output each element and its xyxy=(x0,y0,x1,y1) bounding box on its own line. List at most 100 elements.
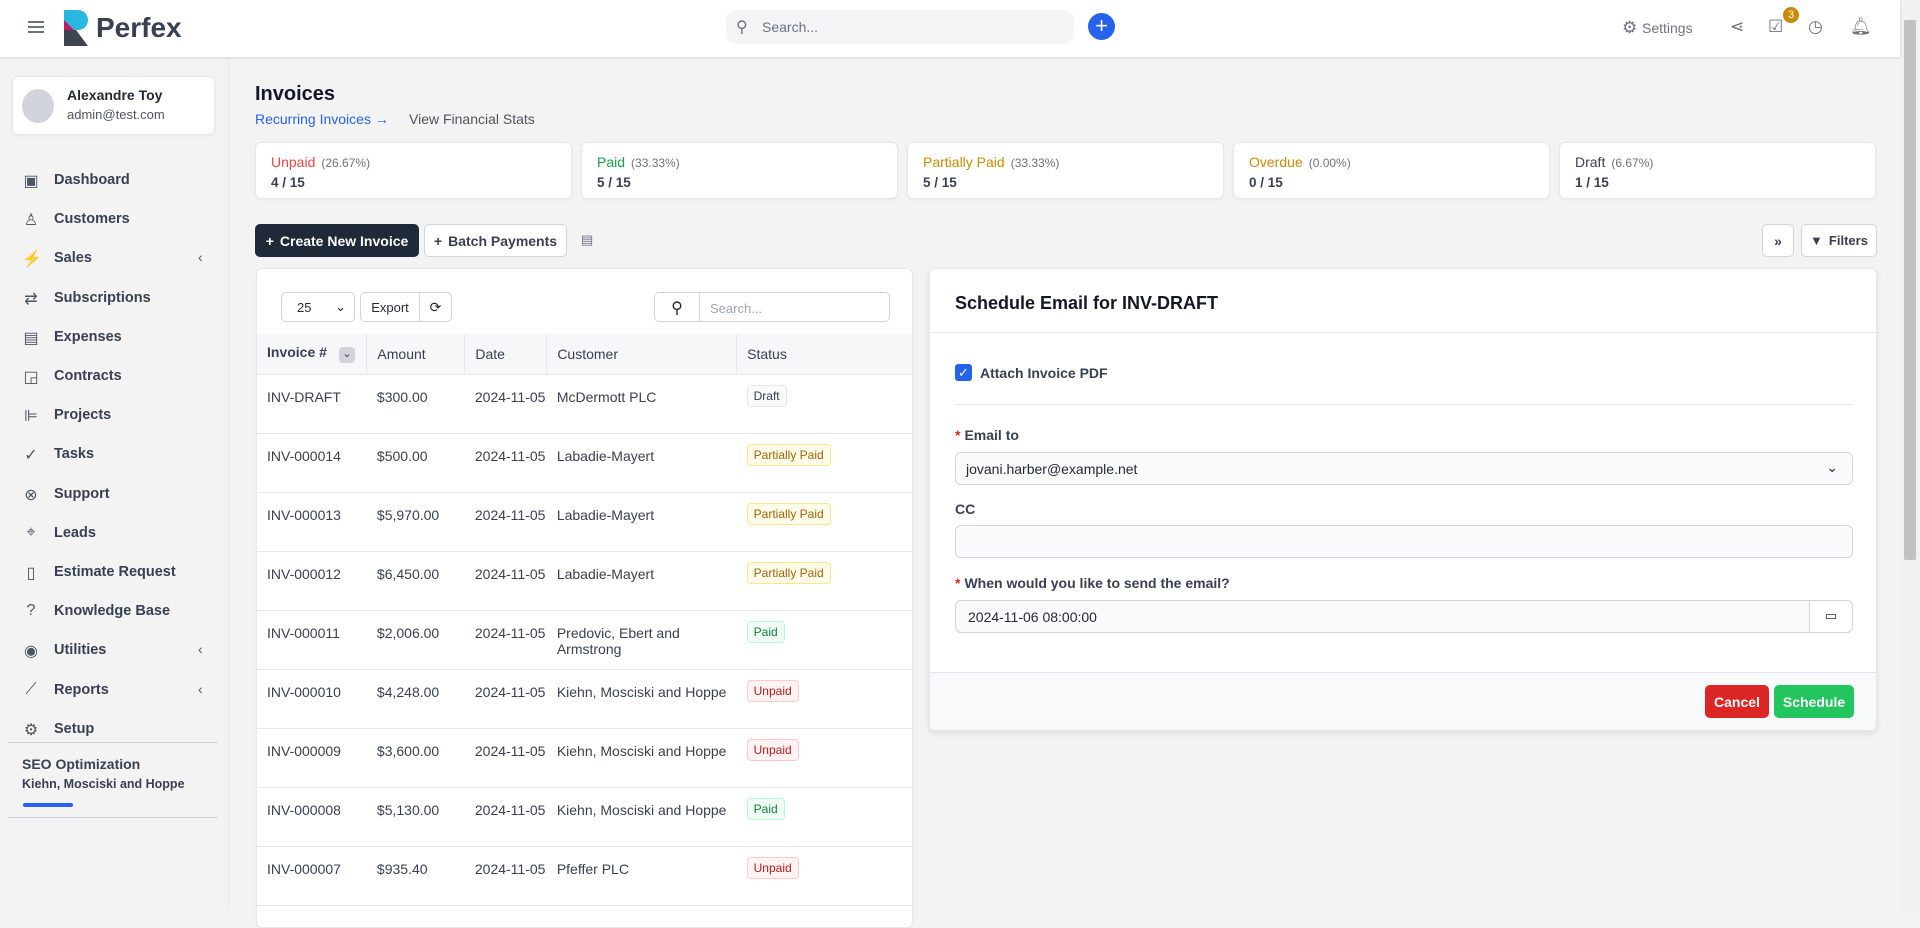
invoice-number-link[interactable]: INV-000009 xyxy=(267,742,341,759)
table-row[interactable]: INV-000014 $500.00 2024-11-05 Labadie-Mayer… xyxy=(257,433,912,493)
table-row[interactable]: INV-000012 $6,450.00 2024-11-05 Labadie-May… xyxy=(257,551,912,611)
sidebar-item-tasks[interactable]: ✓ Tasks xyxy=(0,437,229,473)
user-card[interactable]: Alexandre Toy admin@test.com xyxy=(12,76,215,135)
table-cell: $300.00 xyxy=(366,374,465,434)
table-cell: McDermott PLC xyxy=(546,374,737,434)
stat-card-overdue[interactable]: Overdue (0.00%) 0 / 15 xyxy=(1233,142,1550,199)
cc-input[interactable] xyxy=(955,525,1853,558)
chevron-left-icon[interactable]: ‹ xyxy=(198,680,203,697)
sort-chevron-icon[interactable]: ⌄ xyxy=(338,347,355,364)
sidebar-item-contracts[interactable]: ◲ Contracts xyxy=(0,359,229,395)
scrollbar-thumb[interactable] xyxy=(1904,20,1916,560)
schedule-button[interactable]: Schedule xyxy=(1774,685,1854,718)
column-label: Date xyxy=(475,345,505,362)
cell-text: Labadie-Mayert xyxy=(556,565,655,582)
stat-card-partially-paid[interactable]: Partially Paid (33.33%) 5 / 15 xyxy=(907,142,1224,199)
share-icon[interactable]: ⋖ xyxy=(1730,17,1745,36)
column-header-1[interactable]: Amount xyxy=(366,334,466,375)
project-name[interactable]: SEO Optimization xyxy=(22,756,141,772)
quick-create-button[interactable]: + xyxy=(1088,13,1115,40)
column-header-4[interactable]: Status xyxy=(736,334,912,375)
menu-toggle-icon[interactable] xyxy=(28,21,44,33)
table-search-input[interactable]: Search... xyxy=(699,292,890,322)
sidebar-item-sales[interactable]: ⚡ Sales ‹ xyxy=(0,241,229,277)
refresh-icon[interactable]: ⟳ xyxy=(419,292,452,322)
settings-link[interactable]: ⚙ Settings xyxy=(1622,18,1693,38)
sidebar-item-estimate-request[interactable]: ▯ Estimate Request xyxy=(0,555,229,591)
bell-icon[interactable]: 🔔︎ xyxy=(1850,17,1872,36)
email-to-text: Email to xyxy=(964,427,1019,443)
column-header-0[interactable]: Invoice # ⌄ xyxy=(257,334,368,375)
cell-text: Kiehn, Mosciski and Hoppe xyxy=(556,742,727,759)
batch-payments-button[interactable]: + Batch Payments xyxy=(424,224,567,257)
sidebar-item-label: Knowledge Base xyxy=(54,603,171,620)
table-row[interactable]: INV-000008 $5,130.00 2024-11-05 Kiehn, Mosc… xyxy=(257,787,912,847)
sidebar-item-dashboard[interactable]: ▣ Dashboard xyxy=(0,163,229,199)
table-cell: 2024-11-05 xyxy=(464,551,547,611)
global-search-input[interactable]: ⚲ Search... xyxy=(726,10,1074,44)
scrollbar[interactable] xyxy=(1900,0,1920,911)
email-to-select[interactable]: jovani.harber@example.net ⌄ xyxy=(955,452,1853,485)
pdf-icon[interactable]: ▤ xyxy=(581,232,594,247)
stat-card-unpaid[interactable]: Unpaid (26.67%) 4 / 15 xyxy=(255,142,572,199)
sidebar-item-reports[interactable]: ⟋ Reports ‹ xyxy=(0,673,229,709)
invoice-number-link[interactable]: INV-000007 xyxy=(267,860,341,877)
table-row[interactable]: INV-000011 $2,006.00 2024-11-05 Predovic, E… xyxy=(257,610,912,670)
sidebar-item-support[interactable]: ⊗ Support xyxy=(0,477,229,513)
tasks-icon[interactable]: ☑ xyxy=(1768,17,1784,36)
financial-stats-link[interactable]: View Financial Stats xyxy=(409,111,535,127)
stat-card-draft[interactable]: Draft (6.67%) 1 / 15 xyxy=(1559,142,1876,199)
chevron-left-icon[interactable]: ‹ xyxy=(198,641,203,658)
projects-icon: ⊫ xyxy=(24,408,38,426)
table-row[interactable]: INV-DRAFT $300.00 2024-11-05 McDermott PLC D… xyxy=(257,374,912,434)
table-cell: Labadie-Mayert xyxy=(546,551,737,611)
sidebar-item-customers[interactable]: ♙ Customers xyxy=(0,202,229,238)
cell-text: Labadie-Mayert xyxy=(556,506,655,523)
chevron-left-icon[interactable]: ‹ xyxy=(198,249,203,266)
attach-pdf-checkbox[interactable]: ✓ xyxy=(955,364,972,381)
table-cell: $5,130.00 xyxy=(366,787,465,847)
sidebar-item-subscriptions[interactable]: ⇄ Subscriptions xyxy=(0,281,229,317)
invoice-number-link[interactable]: INV-000012 xyxy=(267,565,341,582)
lifebuoy-icon: ⊗ xyxy=(24,486,38,504)
page-size-select[interactable]: 25 ⌄ xyxy=(281,292,355,322)
calendar-icon[interactable]: ▭ xyxy=(1809,601,1852,632)
sidebar-item-label: Expenses xyxy=(54,328,122,345)
export-button[interactable]: Export xyxy=(360,292,420,322)
invoice-number-link[interactable]: INV-000008 xyxy=(267,801,341,818)
table-row[interactable]: INV-000013 $5,970.00 2024-11-05 Labadie-May… xyxy=(257,492,912,552)
stat-card-paid[interactable]: Paid (33.33%) 5 / 15 xyxy=(581,142,898,199)
schedule-email-modal: Schedule Email for INV-DRAFT ✓ Attach In… xyxy=(929,268,1877,731)
invoice-number-link[interactable]: INV-000013 xyxy=(267,506,341,523)
table-cell: Kiehn, Mosciski and Hoppe xyxy=(546,669,737,729)
invoice-number-link[interactable]: INV-000010 xyxy=(267,683,341,700)
invoice-number-link[interactable]: INV-000014 xyxy=(267,447,341,464)
status-badge: Unpaid xyxy=(746,679,799,702)
send-time-input[interactable]: 2024-11-06 08:00:00 ▭ xyxy=(955,600,1853,633)
invoice-number-link[interactable]: INV-DRAFT xyxy=(267,388,341,405)
sidebar-item-projects[interactable]: ⊫ Projects xyxy=(0,398,229,434)
sidebar-item-leads[interactable]: ⌖ Leads xyxy=(0,516,229,552)
clock-icon[interactable]: ◷ xyxy=(1808,17,1823,36)
table-row[interactable]: INV-000007 $935.40 2024-11-05 Pfeffer PLC Un… xyxy=(257,846,912,906)
column-header-2[interactable]: Date xyxy=(464,334,548,375)
recurring-invoices-link[interactable]: Recurring Invoices → xyxy=(255,111,389,127)
table-row[interactable]: INV-000010 $4,248.00 2024-11-05 Kiehn, Mosc… xyxy=(257,669,912,729)
filters-button[interactable]: ▼ Filters xyxy=(1801,224,1877,257)
toggle-panel-button[interactable]: » xyxy=(1762,224,1794,257)
stat-label: Draft (6.67%) xyxy=(1575,154,1653,170)
invoice-number-link[interactable]: INV-000011 xyxy=(267,624,340,641)
sidebar-item-expenses[interactable]: ▤ Expenses xyxy=(0,320,229,356)
table-row[interactable]: INV-000009 $3,600.00 2024-11-05 Kiehn, Mosc… xyxy=(257,728,912,788)
sidebar-item-utilities[interactable]: ◉ Utilities ‹ xyxy=(0,633,229,669)
sidebar-item-knowledge-base[interactable]: ? Knowledge Base xyxy=(0,594,229,630)
create-invoice-button[interactable]: + Create New Invoice xyxy=(255,224,419,257)
sidebar-item-setup[interactable]: ⚙ Setup xyxy=(0,712,229,748)
sidebar-item-label: Setup xyxy=(54,720,95,737)
cancel-button[interactable]: Cancel xyxy=(1705,685,1769,718)
column-header-3[interactable]: Customer xyxy=(546,334,738,375)
stat-percent: (0.00%) xyxy=(1308,156,1351,170)
table-cell: $5,970.00 xyxy=(366,492,465,552)
stat-value: 5 / 15 xyxy=(597,175,631,190)
email-to-label: * Email to xyxy=(955,427,1019,443)
